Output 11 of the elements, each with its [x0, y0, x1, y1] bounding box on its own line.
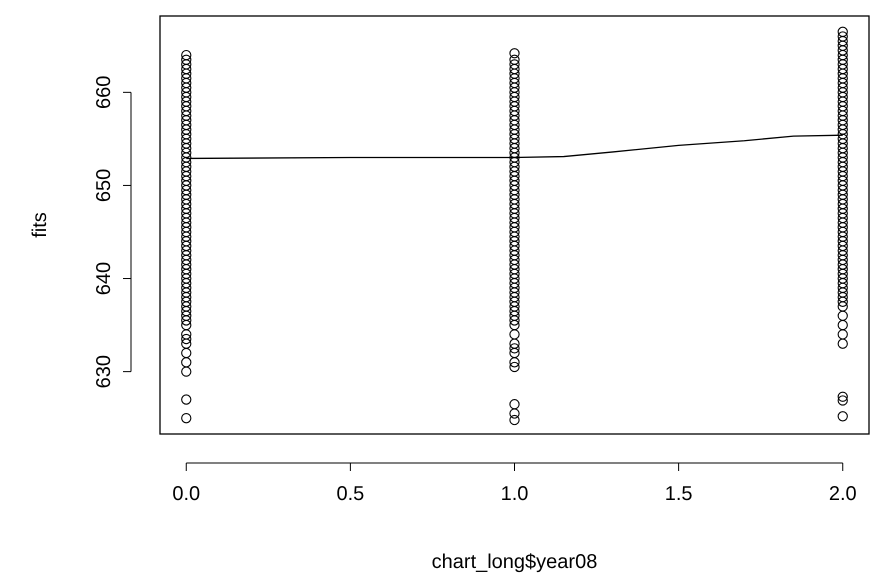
y-tick-label: 630 — [93, 354, 115, 388]
y-tick-label: 660 — [93, 76, 115, 110]
x-axis-title: chart_long$year08 — [432, 551, 598, 573]
x-tick-label: 2.0 — [828, 483, 857, 505]
y-tick-label: 640 — [93, 262, 115, 296]
x-tick-label: 0.5 — [336, 483, 364, 505]
x-tick-label: 1.0 — [500, 483, 528, 505]
y-axis-title: fits — [29, 212, 51, 238]
y-tick-label: 650 — [93, 168, 115, 202]
x-tick-label: 0.0 — [172, 483, 200, 505]
x-tick-label: 1.5 — [664, 483, 693, 505]
